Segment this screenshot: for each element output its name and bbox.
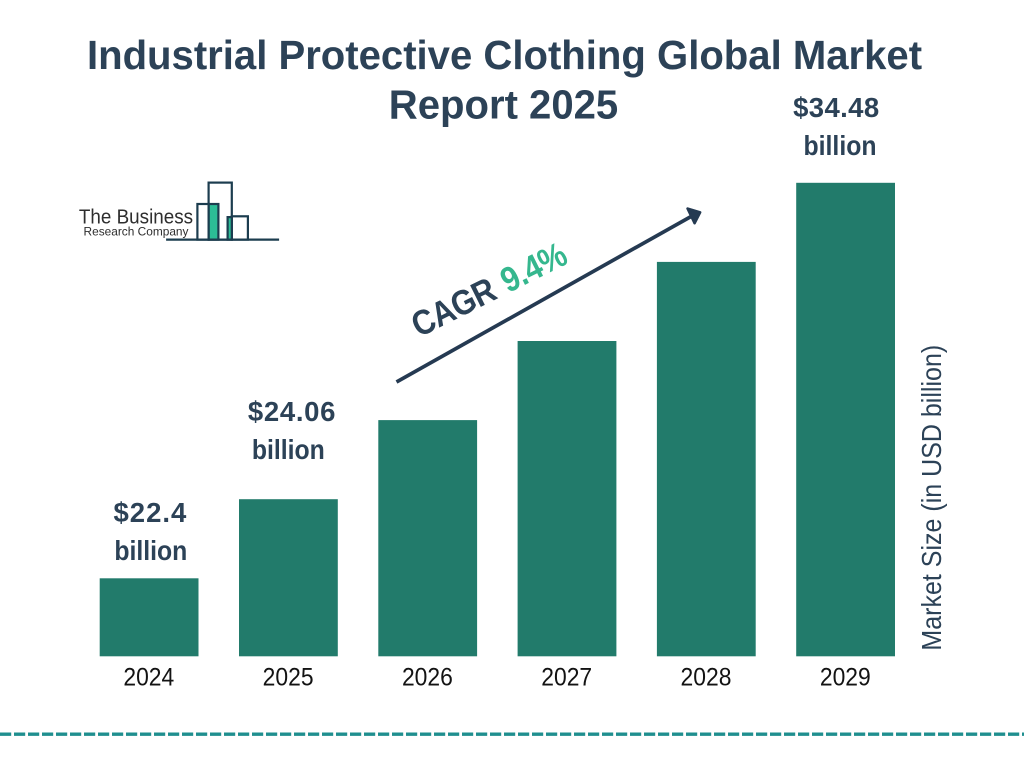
svg-text:$24.06: $24.06 [248,396,336,427]
svg-text:$34.48: $34.48 [793,92,879,123]
svg-text:billion: billion [252,434,325,466]
svg-text:Report 2025: Report 2025 [389,82,618,127]
svg-text:Research Company: Research Company [84,224,189,238]
svg-text:2027: 2027 [541,664,592,692]
svg-text:billion: billion [114,535,187,567]
svg-text:billion: billion [804,130,877,162]
svg-text:The Business: The Business [79,206,193,229]
svg-text:Industrial Protective Clothing: Industrial Protective Clothing Global Ma… [87,33,922,78]
svg-text:$22.4: $22.4 [113,497,187,528]
svg-text:2028: 2028 [681,664,732,692]
svg-text:Market Size (in USD billion): Market Size (in USD billion) [916,345,948,651]
svg-text:2026: 2026 [402,664,453,692]
svg-text:2029: 2029 [820,664,871,692]
svg-text:2025: 2025 [263,664,314,692]
svg-text:2024: 2024 [123,664,174,692]
